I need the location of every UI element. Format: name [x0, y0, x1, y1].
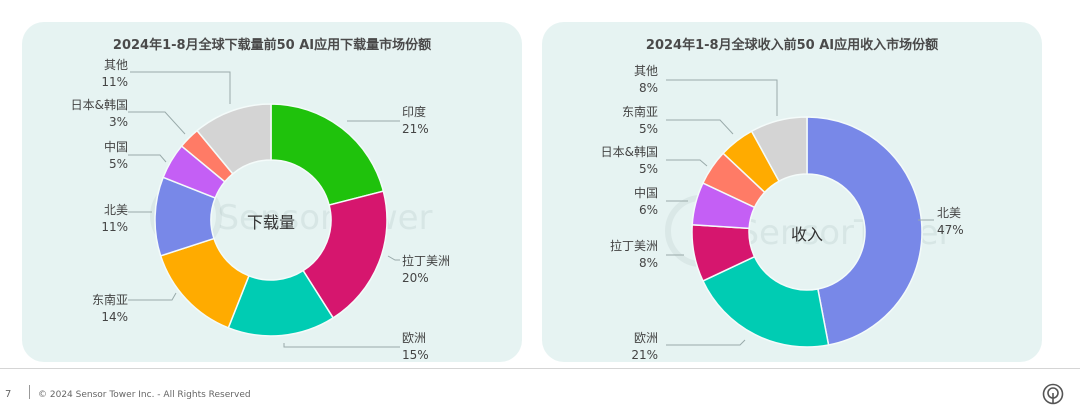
footer-separator [29, 385, 30, 399]
label-north-america: 北美 47% [937, 206, 964, 237]
label-latin-america: 拉丁美洲 20% [402, 254, 451, 285]
label-southeast-asia: 东南亚 14% [91, 293, 128, 324]
leader-line [666, 339, 746, 346]
leader-line [283, 343, 400, 348]
leader-line [128, 111, 186, 135]
label-other: 其他 8% [633, 64, 658, 95]
copyright-text: © 2024 Sensor Tower Inc. - All Rights Re… [38, 390, 251, 400]
label-europe: 欧洲 21% [631, 331, 658, 362]
page-number: 7 [5, 389, 12, 400]
sensor-tower-logo-icon [1042, 383, 1064, 405]
leader-line [666, 119, 734, 135]
donut-segment [806, 116, 923, 346]
donut-segment [750, 116, 808, 183]
donut-segment [270, 103, 385, 206]
label-china: 中国 5% [103, 140, 128, 171]
label-other: 其他 11% [101, 58, 128, 89]
leader-line [387, 255, 400, 261]
label-southeast-asia: 东南亚 5% [621, 105, 658, 136]
label-china: 中国 6% [633, 186, 658, 217]
leader-line [666, 159, 708, 167]
donut-segment [196, 103, 272, 175]
leader-line [666, 79, 778, 116]
center-label: 收入 [790, 225, 824, 244]
leader-line [128, 292, 177, 301]
label-europe: 欧洲 15% [402, 331, 429, 362]
donut-segment [302, 190, 388, 319]
chart-title: 2024年1-8月全球下载量前50 AI应用下载量市场份额 [112, 38, 432, 53]
watermark: SensorTower [217, 198, 433, 238]
label-india: 印度 21% [402, 105, 429, 136]
label-japan-korea: 日本&韩国 3% [70, 98, 128, 129]
chart-title: 2024年1-8月全球收入前50 AI应用收入市场份额 [645, 38, 939, 53]
footer-divider [0, 368, 1080, 369]
label-latin-america: 拉丁美洲 8% [609, 239, 658, 270]
leader-line [130, 71, 231, 104]
center-label: 下载量 [246, 213, 296, 232]
leader-line [128, 154, 167, 163]
label-japan-korea: 日本&韩国 5% [600, 145, 658, 176]
label-north-america: 北美 11% [101, 203, 128, 234]
